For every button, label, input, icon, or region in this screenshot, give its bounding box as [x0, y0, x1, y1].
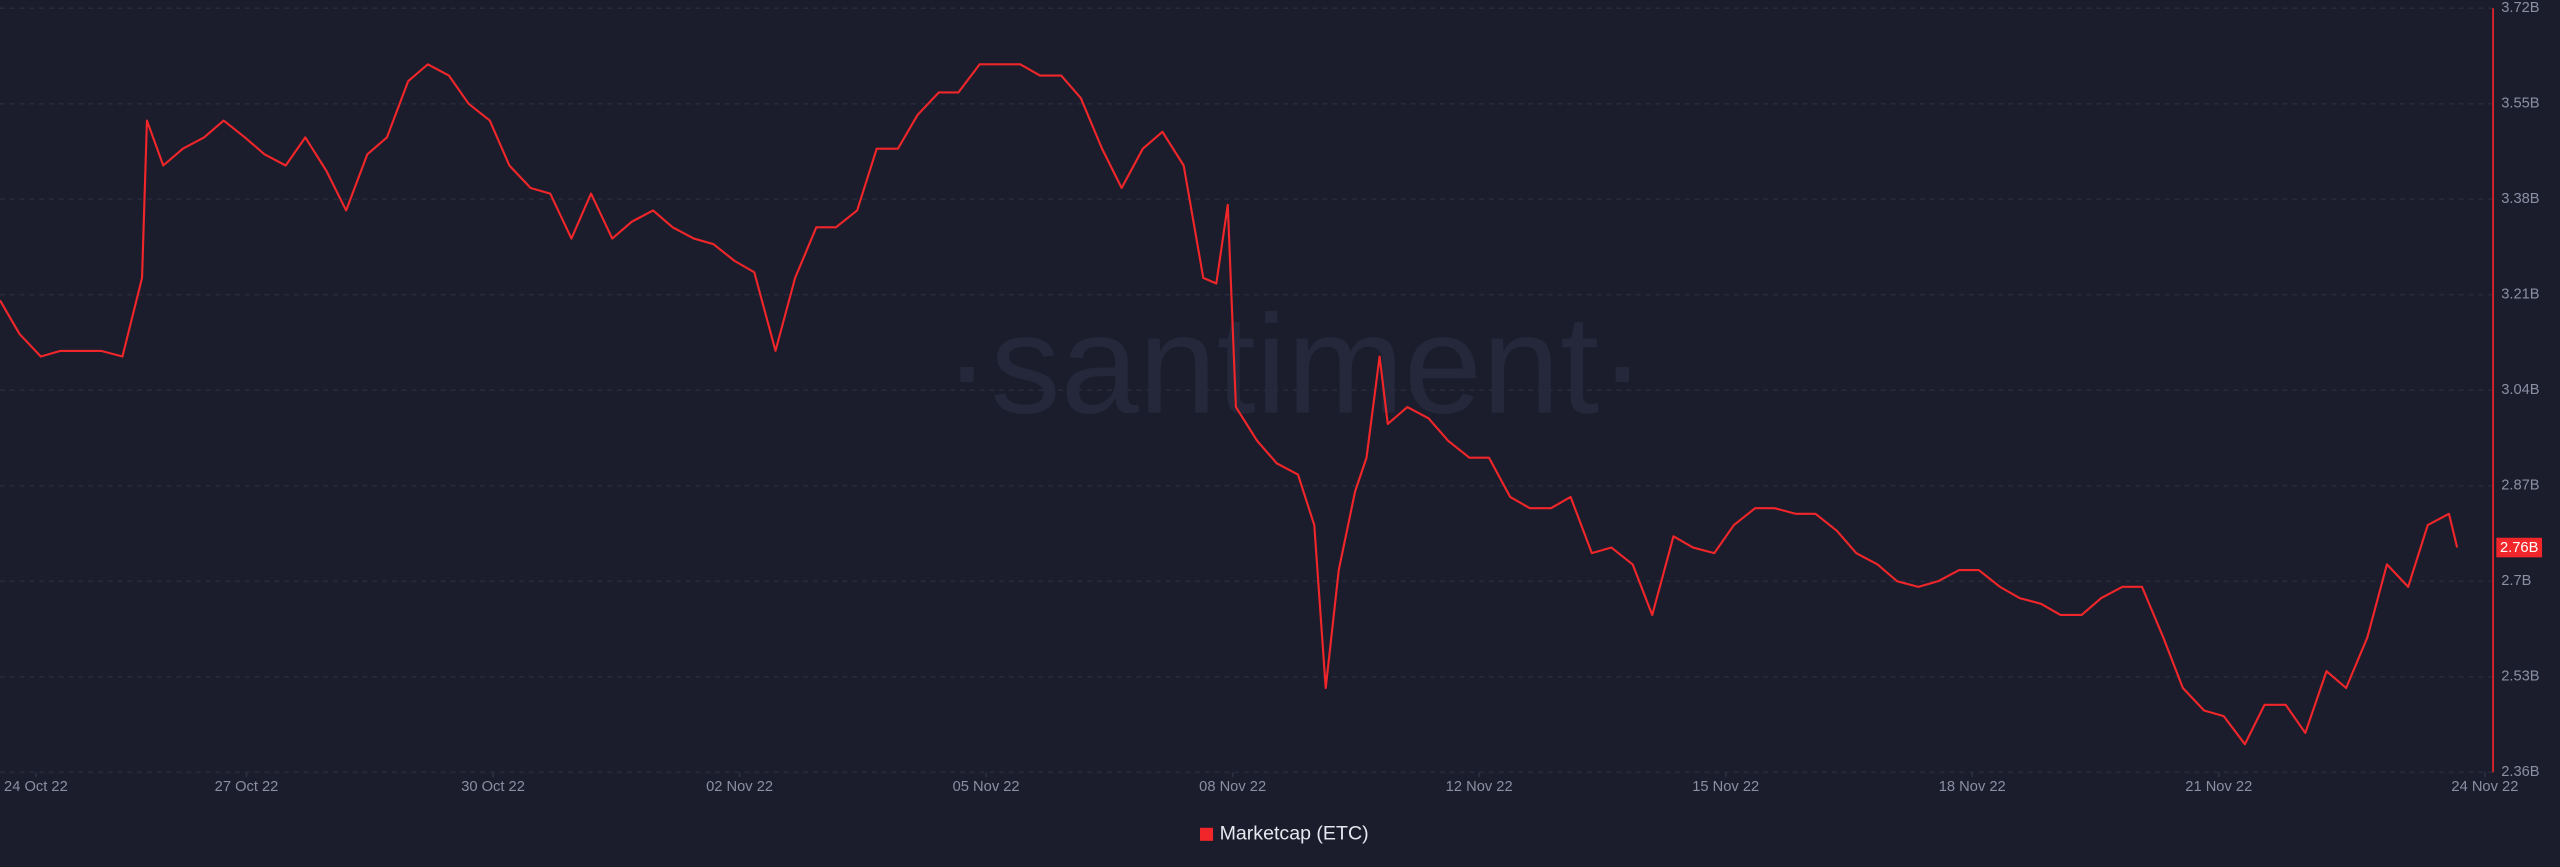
- y-tick-label: 2.36B: [2501, 764, 2540, 780]
- y-tick-label: 3.21B: [2501, 287, 2540, 303]
- x-tick-label: 08 Nov 22: [1199, 779, 1266, 795]
- y-tick-label: 2.7B: [2501, 573, 2531, 589]
- x-tick-label: 24 Oct 22: [4, 779, 68, 795]
- y-tick-label: 3.38B: [2501, 191, 2540, 207]
- x-tick-label: 05 Nov 22: [953, 779, 1020, 795]
- y-tick-label: 3.55B: [2501, 96, 2540, 112]
- y-tick-label: 3.72B: [2501, 0, 2540, 16]
- watermark: ·santiment·: [944, 286, 1646, 443]
- legend-label: Marketcap (ETC): [1220, 822, 1369, 844]
- x-tick-label: 27 Oct 22: [215, 779, 279, 795]
- x-tick-label: 12 Nov 22: [1446, 779, 1513, 795]
- x-tick-label: 18 Nov 22: [1939, 779, 2006, 795]
- y-tick-label: 2.53B: [2501, 669, 2540, 685]
- x-tick-label: 21 Nov 22: [2185, 779, 2252, 795]
- current-value-marker: [2496, 537, 2543, 558]
- x-tick-label: 30 Oct 22: [461, 779, 525, 795]
- y-tick-label: 2.87B: [2501, 478, 2540, 494]
- x-tick-label: 02 Nov 22: [706, 779, 773, 795]
- line: [0, 63, 2459, 746]
- x-tick-label: 24 Nov 22: [2451, 779, 2518, 795]
- x-tick-label: 15 Nov 22: [1692, 779, 1759, 795]
- current-value-label: 2.76B: [2500, 540, 2539, 556]
- y-tick-label: 3.04B: [2501, 382, 2540, 398]
- legend-swatch: [1200, 827, 1214, 841]
